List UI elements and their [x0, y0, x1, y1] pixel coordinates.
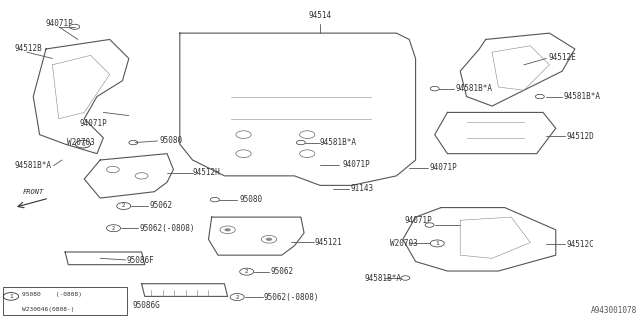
Text: 94581B*A: 94581B*A [14, 161, 51, 170]
Text: A943001078: A943001078 [591, 307, 637, 316]
Text: 94512H: 94512H [193, 168, 220, 177]
Text: 94071P: 94071P [429, 164, 458, 172]
Text: 94071P: 94071P [404, 216, 432, 225]
Text: 94512B: 94512B [14, 44, 42, 53]
Text: W20703: W20703 [390, 239, 418, 248]
Text: 2: 2 [112, 226, 115, 231]
Circle shape [225, 228, 231, 231]
Text: 95062(-0808): 95062(-0808) [140, 224, 195, 233]
Text: W230046(0808-): W230046(0808-) [22, 307, 74, 312]
Text: 2: 2 [245, 269, 248, 274]
Text: 94512E: 94512E [548, 53, 576, 62]
Text: 95086G: 95086G [132, 301, 160, 310]
FancyBboxPatch shape [3, 287, 127, 316]
Text: 94512C: 94512C [566, 240, 595, 249]
Text: 94071P: 94071P [342, 160, 370, 169]
Text: 95062: 95062 [149, 202, 172, 211]
Circle shape [266, 238, 272, 241]
Text: 94581B*A: 94581B*A [455, 84, 492, 93]
Text: 2: 2 [236, 294, 239, 300]
Text: 95080: 95080 [239, 195, 262, 204]
Text: 94581B*A: 94581B*A [365, 274, 402, 283]
Text: 95080: 95080 [159, 136, 182, 146]
Text: 91143: 91143 [351, 184, 374, 193]
Text: 94512D: 94512D [566, 132, 595, 141]
Text: 95062(-0808): 95062(-0808) [264, 292, 319, 301]
Text: 94514: 94514 [308, 12, 332, 20]
Text: 94581B*A: 94581B*A [563, 92, 600, 101]
Text: 95062: 95062 [270, 267, 293, 276]
Text: 94071P: 94071P [80, 119, 108, 128]
Text: 1: 1 [81, 142, 85, 147]
Text: 945121: 945121 [315, 238, 342, 247]
Text: 1: 1 [435, 241, 439, 246]
Text: 2: 2 [122, 204, 125, 209]
Text: 94581B*A: 94581B*A [320, 138, 357, 147]
Text: 1: 1 [9, 294, 13, 299]
Text: 95086F: 95086F [127, 256, 155, 265]
Text: FRONT: FRONT [22, 189, 44, 195]
Text: 94071P: 94071P [46, 19, 74, 28]
Text: 95080    (-0808): 95080 (-0808) [22, 292, 82, 297]
Text: W20703: W20703 [67, 138, 95, 147]
